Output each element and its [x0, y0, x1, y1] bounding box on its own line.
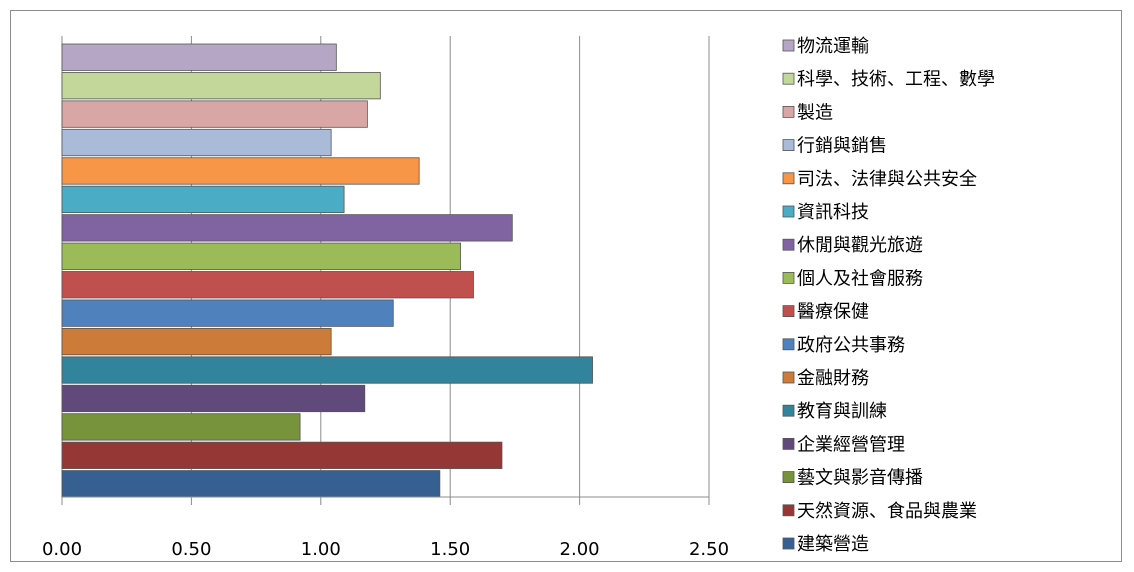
- legend: 物流運輸科學、技術、工程、數學製造行銷與銷售司法、法律與公共安全資訊科技休閒與觀…: [782, 36, 995, 555]
- bar: [61, 128, 332, 157]
- x-tick-label: 1.50: [430, 539, 470, 560]
- bar: [61, 384, 366, 413]
- legend-label: 企業經營管理: [797, 434, 905, 455]
- bar: [61, 72, 381, 100]
- bar: [61, 242, 461, 270]
- bar: [61, 271, 474, 299]
- x-tick-label: 0.50: [171, 539, 211, 560]
- bar: [61, 157, 420, 185]
- bar: [61, 470, 441, 498]
- bar: [61, 413, 301, 441]
- legend-label: 醫療保健: [797, 302, 869, 323]
- x-tick-labels: 0.00 0.50 1.00 1.50 2.00 2.50: [42, 539, 729, 560]
- bar: [61, 100, 368, 128]
- legend-label: 個人及社會服務: [797, 268, 923, 289]
- legend-label: 製造: [797, 102, 833, 123]
- legend-label: 資訊科技: [797, 202, 869, 223]
- bar: [61, 299, 394, 327]
- legend-swatch: [782, 471, 795, 484]
- x-tick-label: 2.50: [689, 539, 729, 560]
- bar: [61, 356, 593, 384]
- bars: [61, 43, 593, 498]
- legend-swatch: [782, 371, 795, 384]
- bar: [61, 214, 513, 242]
- legend-swatch: [782, 338, 795, 351]
- legend-swatch: [782, 504, 795, 517]
- legend-label: 行銷與銷售: [797, 136, 887, 157]
- legend-swatch: [782, 172, 795, 185]
- bar: [61, 43, 337, 71]
- x-tick-label: 2.00: [560, 539, 600, 560]
- bar: [61, 185, 345, 214]
- legend-label: 天然資源、食品與農業: [797, 501, 977, 522]
- x-tick-label: 1.00: [301, 539, 341, 560]
- legend-swatch: [782, 139, 795, 152]
- legend-label: 物流運輸: [797, 36, 869, 57]
- bar: [61, 327, 332, 356]
- legend-label: 建築營造: [797, 534, 869, 555]
- x-tick-label: 0.00: [42, 539, 82, 560]
- legend-swatch: [782, 271, 795, 284]
- legend-label: 休閒與觀光旅遊: [797, 235, 923, 256]
- legend-swatch: [782, 106, 795, 118]
- legend-label: 教育與訓練: [797, 401, 887, 422]
- legend-label: 金融財務: [797, 368, 869, 389]
- legend-swatch: [782, 238, 795, 251]
- bar: [61, 441, 503, 469]
- legend-swatch: [782, 537, 795, 550]
- legend-swatch: [782, 72, 795, 85]
- legend-swatch: [782, 404, 795, 417]
- legend-swatch: [782, 305, 795, 318]
- legend-label: 藝文與影音傳播: [797, 468, 923, 489]
- legend-label: 科學、技術、工程、數學: [797, 69, 995, 90]
- legend-label: 司法、法律與公共安全: [797, 169, 977, 190]
- legend-swatch: [782, 205, 795, 218]
- legend-swatch: [782, 39, 795, 52]
- legend-label: 政府公共事務: [797, 335, 905, 356]
- legend-swatch: [782, 437, 795, 450]
